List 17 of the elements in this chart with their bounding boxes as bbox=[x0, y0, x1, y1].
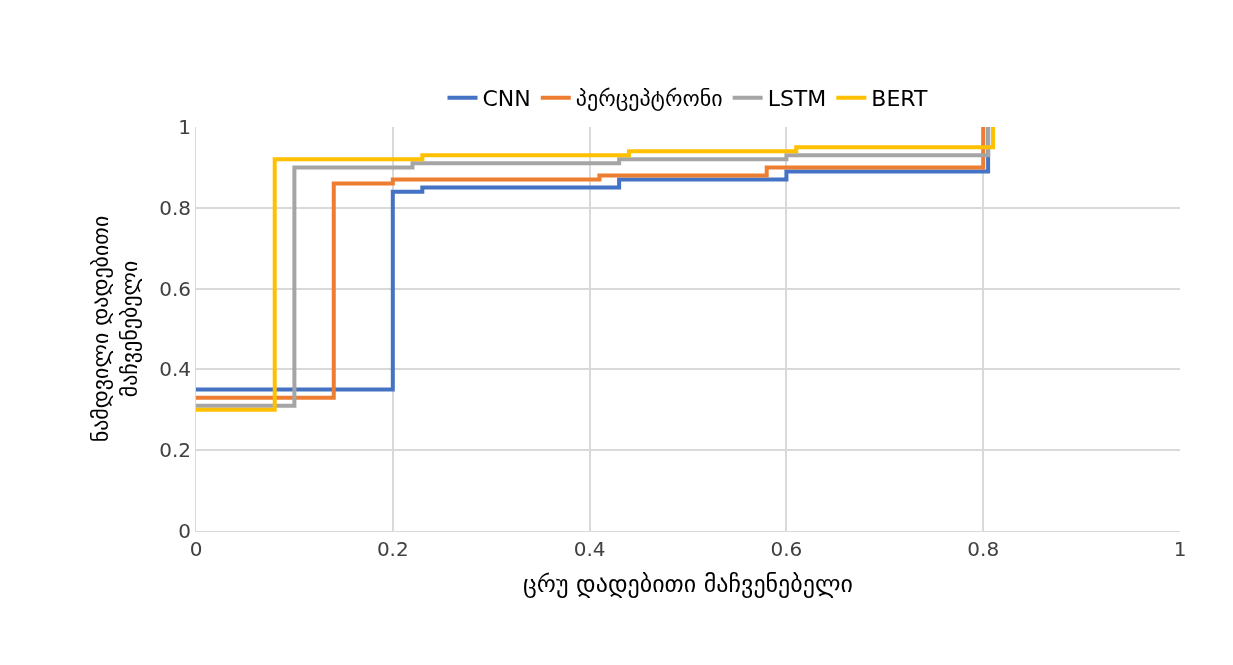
legend-label: პერცეპტრონი bbox=[575, 86, 723, 112]
legend-label: LSTM bbox=[767, 86, 827, 112]
y-tick-label: 0 bbox=[178, 519, 191, 543]
y-tick-label: 0.2 bbox=[159, 438, 191, 463]
y-tick-label: 0.4 bbox=[159, 357, 191, 382]
y-tick-label: 0.6 bbox=[159, 276, 191, 301]
y-tick-label: 1 bbox=[178, 115, 191, 139]
y-tick-label: 0.8 bbox=[159, 195, 191, 220]
x-tick-label: 0.8 bbox=[967, 537, 1000, 561]
x-tick-label: 1 bbox=[1173, 537, 1187, 561]
x-tick-label: 0.2 bbox=[376, 537, 409, 561]
legend-label: BERT bbox=[871, 86, 928, 112]
legend-label: CNN bbox=[482, 86, 531, 112]
x-axis-title: ცრუ დადებითი მაჩვენებელი bbox=[523, 570, 853, 599]
y-axis-title: ნამდვილი დადებითი მაჩვენებელი bbox=[88, 215, 142, 443]
x-tick-label: 0.6 bbox=[770, 537, 803, 561]
x-tick-label: 0.4 bbox=[573, 537, 606, 561]
